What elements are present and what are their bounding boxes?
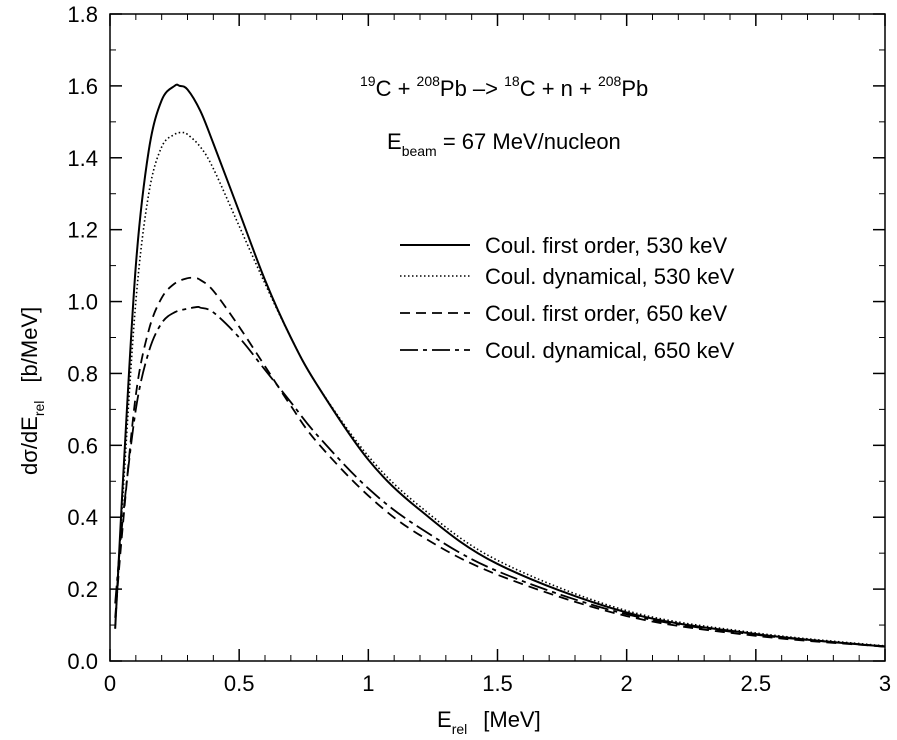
x-tick-label: 2.5	[741, 671, 772, 696]
x-tick-label: 1.5	[482, 671, 513, 696]
legend: Coul. first order, 530 keV Coul. dynamic…	[400, 233, 735, 363]
legend-label-3: Coul. dynamical, 650 keV	[485, 338, 735, 363]
x-tick-label: 3	[879, 671, 891, 696]
y-tick-label: 0.2	[67, 577, 98, 602]
y-label-main: dσ/dE	[17, 416, 42, 475]
reaction-sup-4: 208	[598, 73, 622, 89]
x-tick-label: 2	[621, 671, 633, 696]
x-axis-label: Erel [MeV]	[437, 707, 541, 737]
x-tick-label: 1	[362, 671, 374, 696]
series-line-2	[114, 276, 886, 648]
plot-frame	[109, 13, 886, 662]
reaction-text-2: Pb –>	[440, 76, 504, 101]
tick-group: 0 0.5 1 1.5 2 2.5 3 0.0 0.2 0.4 0.6 0.8 1.0 1.2 1.4 1.6…	[67, 2, 891, 696]
legend-label-2: Coul. first order, 650 keV	[485, 301, 727, 326]
y-tick-label: 1.6	[67, 74, 98, 99]
series-line-0	[114, 83, 886, 648]
series-group	[114, 83, 886, 648]
y-tick-label: 0.6	[67, 433, 98, 458]
reaction-text-1: C +	[376, 76, 417, 101]
x-label-unit: [MeV]	[483, 707, 540, 732]
y-label-sub: rel	[31, 401, 47, 417]
y-tick-label: 0.0	[67, 649, 98, 674]
beam-annotation: Ebeam = 67 MeV/nucleon	[387, 129, 621, 159]
y-tick-label: 1.0	[67, 290, 98, 315]
y-label-unit: [b/MeV]	[17, 307, 42, 383]
x-label-sub: rel	[452, 721, 468, 737]
beam-rest: = 67 MeV/nucleon	[437, 129, 621, 154]
x-tick-label: 0	[104, 671, 116, 696]
series-line-1	[114, 131, 886, 647]
y-tick-label: 0.8	[67, 361, 98, 386]
y-tick-label: 0.4	[67, 505, 98, 530]
reaction-text-3: C + n +	[520, 76, 598, 101]
reaction-annotation: 19C + 208Pb –> 18C + n + 208Pb	[360, 73, 648, 101]
y-tick-label: 1.2	[67, 218, 98, 243]
reaction-sup-2: 208	[417, 73, 441, 89]
y-tick-label: 1.4	[67, 146, 98, 171]
beam-sub: beam	[402, 143, 437, 159]
x-tick-label: 0.5	[224, 671, 255, 696]
reaction-sup-3: 18	[504, 73, 520, 89]
legend-label-0: Coul. first order, 530 keV	[485, 233, 727, 258]
reaction-sup-1: 19	[360, 73, 376, 89]
x-label-main: E	[437, 707, 452, 732]
legend-label-1: Coul. dynamical, 530 keV	[485, 264, 735, 289]
beam-main: E	[387, 129, 402, 154]
y-tick-label: 1.8	[67, 2, 98, 27]
y-axis-label: dσ/dErel [b/MeV]	[17, 307, 47, 475]
reaction-text-4: Pb	[621, 76, 648, 101]
